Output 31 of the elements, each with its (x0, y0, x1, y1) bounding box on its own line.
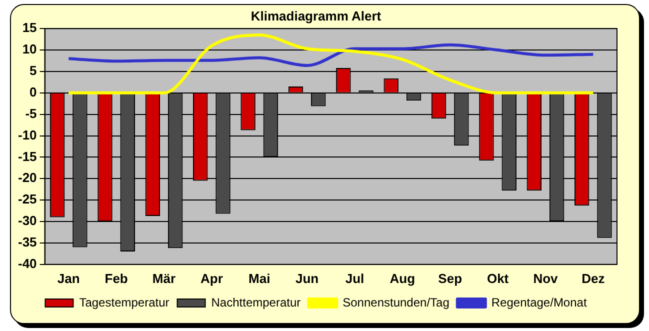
line-series (67, 43, 595, 67)
x-tick-label: Feb (104, 270, 128, 286)
x-tick-label: Sep (438, 270, 462, 286)
y-tick-label: 10 (22, 42, 37, 57)
x-tick-label: Aug (390, 270, 416, 286)
x-tick-label: Jun (295, 270, 319, 286)
y-tick-label: -30 (18, 213, 37, 228)
x-tick-label: Jan (57, 270, 80, 286)
y-tick-label: 15 (22, 20, 37, 36)
x-tick-label: Nov (533, 270, 559, 286)
x-tick-label: Jul (345, 270, 364, 286)
y-tick-label: -35 (18, 234, 37, 250)
line-series (67, 34, 595, 94)
y-tick-label: 0 (30, 84, 37, 100)
x-tick-label: Apr (200, 270, 223, 286)
y-tick-label: -10 (18, 127, 37, 142)
x-tick-label: Mär (152, 270, 176, 286)
x-tick-label: Dez (582, 270, 606, 286)
chart-title: Klimadiagramm Alert (250, 8, 382, 24)
y-tick-label: -40 (18, 256, 37, 271)
legend-label: Regentage/Monat (491, 295, 588, 310)
y-tick-label: -20 (18, 170, 37, 186)
y-tick-label: -5 (25, 106, 37, 121)
legend-label: Nachttemperatur (211, 295, 301, 310)
y-tick-label: -15 (18, 148, 37, 164)
y-tick-label: -25 (18, 192, 37, 207)
x-tick-label: Mai (248, 270, 270, 286)
legend-label: Sonnenstunden/Tag (342, 295, 450, 310)
y-tick-label: 5 (30, 63, 37, 78)
x-tick-label: Okt (486, 270, 510, 286)
legend-label: Tagestemperatur (79, 295, 170, 310)
